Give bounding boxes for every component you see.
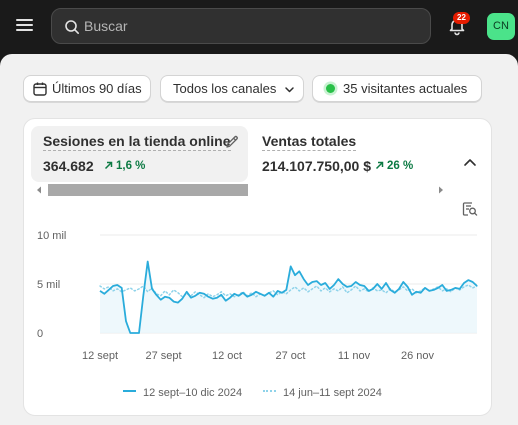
chevron-down-icon [285,87,294,93]
search-input[interactable] [84,9,414,43]
notifications-count-badge: 22 [453,12,470,24]
edit-pencil-icon[interactable] [225,135,239,149]
channels-label: Todos los canales [173,81,277,96]
x-tick-label: 27 sept [145,350,181,362]
y-tick-label: 0 [37,328,43,340]
sessions-line-chart: 10 mil 5 mil 0 12 sept 27 sept 12 oct 27 oct 11… [37,230,478,362]
live-indicator-icon [326,84,335,93]
legend-previous-label: 14 jun–11 sept 2024 [283,387,382,399]
hamburger-menu-icon[interactable] [16,17,34,33]
report-search-icon[interactable] [462,201,478,217]
x-tick-label: 26 nov [401,350,435,362]
scroll-left-arrow-icon[interactable] [36,186,42,194]
calendar-icon [33,82,47,96]
x-tick-label: 12 oct [212,350,242,362]
metric-sessions-delta: 1,6 % [104,158,145,174]
legend-current-label: 12 sept–10 dic 2024 [143,387,243,399]
y-tick-label: 10 mil [37,230,66,242]
date-range-label: Últimos 90 días [52,81,142,96]
chevron-up-icon[interactable] [460,154,480,172]
metric-sales-delta-text: 26 % [387,160,414,172]
y-tick-label: 5 mil [37,279,60,291]
metric-sessions-value: 364.682 [43,158,94,174]
legend-dotted-line-icon [263,390,276,392]
metric-sales-delta: 26 % [375,158,413,174]
scroll-right-arrow-icon[interactable] [438,186,444,194]
arrow-up-right-icon [375,161,384,170]
search-bar[interactable] [51,8,431,44]
channels-dropdown[interactable]: Todos los canales [160,75,304,102]
metric-sales-label[interactable]: Ventas totales [262,133,357,151]
metric-sessions-delta-text: 1,6 % [116,160,146,172]
legend-current-period[interactable]: 12 sept–10 dic 2024 [123,386,242,400]
series-current-line [99,260,478,334]
arrow-up-right-icon [104,161,113,170]
metric-tab-sessions[interactable] [31,126,248,182]
top-bar: 22 CN [0,0,518,54]
legend-previous-period[interactable]: 14 jun–11 sept 2024 [263,386,382,400]
x-tick-label: 12 sept [82,350,118,362]
x-tick-label: 27 oct [276,350,306,362]
series-previous-line [99,284,478,299]
live-visitors-label: 35 visitantes actuales [343,81,468,96]
series-current-area [100,261,477,333]
search-icon [65,20,79,34]
live-visitors-button[interactable]: 35 visitantes actuales [312,75,482,102]
metric-sales-value: 214.107.750,00 $ [262,158,371,174]
legend-solid-line-icon [123,390,136,392]
metric-sessions-label[interactable]: Sesiones en la tienda online [43,133,231,151]
x-tick-label: 11 nov [338,350,371,362]
date-range-button[interactable]: Últimos 90 días [23,75,151,102]
horizontal-scrollbar-thumb[interactable] [48,184,248,196]
user-avatar[interactable]: CN [487,13,515,40]
